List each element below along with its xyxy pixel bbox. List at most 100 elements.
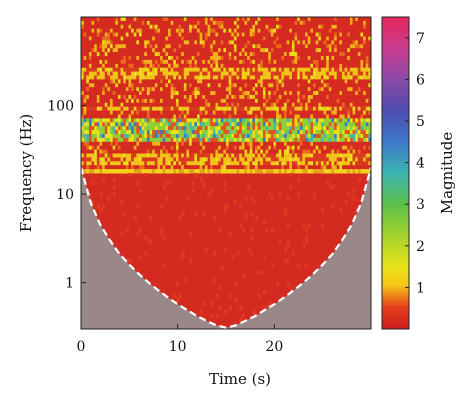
heatmap-cell [215,141,219,147]
heatmap-cell [173,52,177,57]
heatmap-cell [165,91,169,96]
heatmap-cell [81,71,85,76]
heatmap-cell [133,32,137,37]
heatmap-cell [342,63,346,69]
heatmap-cell [239,122,243,127]
heatmap-cell [339,98,343,104]
heatmap-cell [331,157,335,162]
heatmap-cell [368,169,371,174]
heatmap-cell [133,91,137,96]
heatmap-cell [236,44,240,49]
heatmap-cell [313,134,317,139]
heatmap-cell [83,134,87,139]
heatmap-cell [255,87,259,92]
heatmap-cell [131,98,135,104]
heatmap-cell [91,153,95,158]
heatmap-cell [281,114,285,119]
heatmap-cell [339,52,343,57]
heatmap-cell [360,32,364,37]
heatmap-cell [239,145,243,151]
heatmap-cell [107,98,111,104]
heatmap-cell [336,110,340,115]
heatmap-cell [310,114,314,119]
heatmap-cell [352,169,356,174]
heatmap-cell [199,20,203,26]
heatmap-cell [357,52,361,57]
heatmap-cell [260,32,264,37]
heatmap-cell [305,149,309,154]
heatmap-cell [144,169,148,174]
heatmap-cell [210,301,214,307]
heatmap-cell [289,141,293,147]
heatmap-cell [249,98,253,104]
heatmap-cell [207,141,211,147]
heatmap-cell [210,110,214,115]
heatmap-cell [218,286,222,291]
heatmap-cell [183,20,187,26]
heatmap-cell [157,114,161,119]
heatmap-cell [260,141,264,147]
heatmap-cell [139,75,143,80]
heatmap-cell [307,91,311,96]
heatmap-cell [183,52,187,57]
heatmap-cell [257,118,261,123]
heatmap-cell [123,122,127,127]
heatmap-cell [131,40,135,45]
heatmap-cell [294,106,298,112]
heatmap-cell [83,122,87,127]
heatmap-cell [352,71,356,76]
heatmap-cell [307,157,311,162]
heatmap-cell [228,87,232,92]
heatmap-cell [226,149,230,154]
heatmap-cell [262,24,267,30]
heatmap-cell [315,114,319,119]
heatmap-cell [231,110,235,115]
heatmap-cell [270,63,274,69]
heatmap-cell [368,165,371,170]
heatmap-cell [226,204,230,209]
heatmap-cell [231,59,235,65]
heatmap-cell [268,161,272,166]
heatmap-cell [365,48,369,53]
heatmap-cell [302,67,306,73]
heatmap-cell [294,118,298,123]
heatmap-cell [154,153,158,158]
heatmap-cell [262,145,267,151]
heatmap-cell [104,67,108,73]
heatmap-cell [154,52,158,57]
heatmap-cell [294,110,298,115]
heatmap-cell [278,165,282,170]
heatmap-cell [249,153,253,158]
heatmap-cell [210,169,214,174]
heatmap-cell [231,145,235,151]
heatmap-cell [255,118,259,123]
heatmap-cell [125,75,129,80]
heatmap-cell [302,36,306,41]
heatmap-cell [183,67,187,73]
heatmap-cell [339,32,343,37]
heatmap-cell [125,153,129,158]
heatmap-cell [112,56,116,61]
heatmap-cell [273,67,277,73]
heatmap-cell [149,165,153,170]
heatmap-cell [207,44,211,49]
heatmap-cell [244,196,248,201]
heatmap-cell [247,28,251,34]
heatmap-cell [357,130,361,135]
heatmap-cell [233,24,238,30]
heatmap-cell [262,122,267,127]
heatmap-cell [136,48,140,53]
heatmap-cell [173,59,177,65]
heatmap-cell [178,293,182,299]
heatmap-cell [110,87,114,92]
heatmap-cell [241,114,245,119]
heatmap-cell [257,157,261,162]
heatmap-cell [233,161,238,166]
heatmap-cell [170,36,174,41]
heatmap-cell [178,24,182,30]
heatmap-cell [260,59,264,65]
heatmap-cell [199,98,203,104]
heatmap-cell [110,63,114,69]
heatmap-cell [212,134,216,139]
heatmap-cell [323,56,327,61]
